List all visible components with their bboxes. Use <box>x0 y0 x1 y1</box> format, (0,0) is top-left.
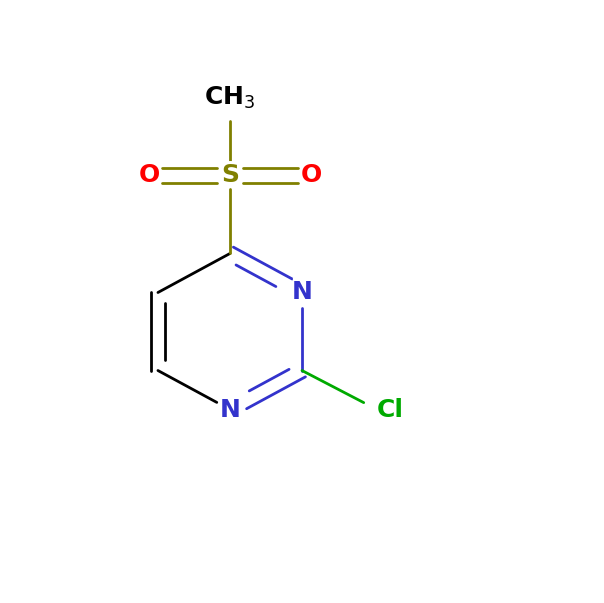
Text: S: S <box>221 163 239 188</box>
Text: O: O <box>135 160 162 191</box>
Text: CH$_3$: CH$_3$ <box>204 84 255 110</box>
Text: N: N <box>219 397 240 421</box>
Text: Cl: Cl <box>377 394 411 425</box>
Text: N: N <box>217 394 243 425</box>
Text: N: N <box>292 280 312 305</box>
Text: N: N <box>289 277 315 308</box>
Text: O: O <box>297 160 324 191</box>
Text: O: O <box>138 163 159 188</box>
Text: O: O <box>300 163 321 188</box>
Text: CH$_3$: CH$_3$ <box>198 81 263 113</box>
Text: Cl: Cl <box>377 397 404 421</box>
Text: S: S <box>219 160 242 191</box>
